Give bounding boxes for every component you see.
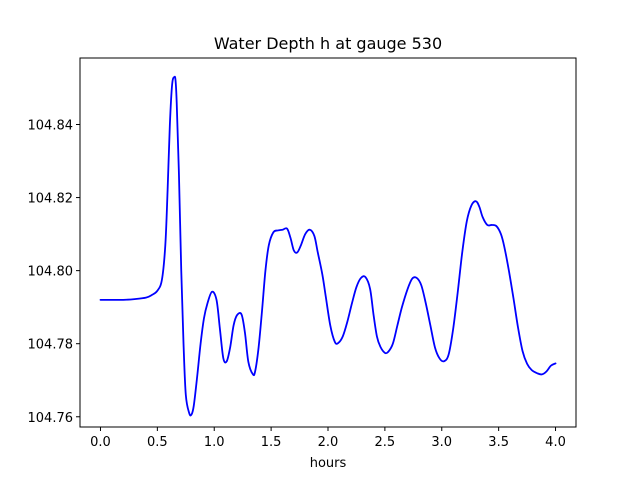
x-tick-label: 1.0 (204, 435, 225, 450)
y-tick-label: 104.84 (28, 118, 74, 133)
x-axis-label: hours (310, 456, 347, 471)
x-tick-label: 3.5 (488, 435, 509, 450)
y-tick-label: 104.78 (28, 338, 74, 353)
x-tick-label: 0.0 (90, 435, 111, 450)
x-tick-label: 1.5 (261, 435, 282, 450)
chart-title: Water Depth h at gauge 530 (214, 34, 442, 53)
tick-layer: 0.0 0.5 1.0 1.5 2.0 2.5 3.0 3.5 4.0 104.76 104.78 1… (28, 118, 566, 450)
plot-frame (79, 57, 577, 428)
plot-background (80, 58, 576, 427)
x-tick-label: 0.5 (147, 435, 168, 450)
y-tick-label: 104.82 (28, 192, 74, 207)
x-tick-label: 2.0 (318, 435, 339, 450)
x-tick-label: 2.5 (375, 435, 396, 450)
x-tick-label: 3.0 (431, 435, 452, 450)
series-line (99, 75, 557, 417)
x-tick-label: 4.0 (545, 435, 566, 450)
data-layer (99, 75, 557, 417)
y-tick-label: 104.76 (28, 411, 74, 426)
y-tick-label: 104.80 (28, 265, 74, 280)
plot-area: 0.0 0.5 1.0 1.5 2.0 2.5 3.0 3.5 4.0 104.76 104.78 1… (28, 57, 577, 450)
